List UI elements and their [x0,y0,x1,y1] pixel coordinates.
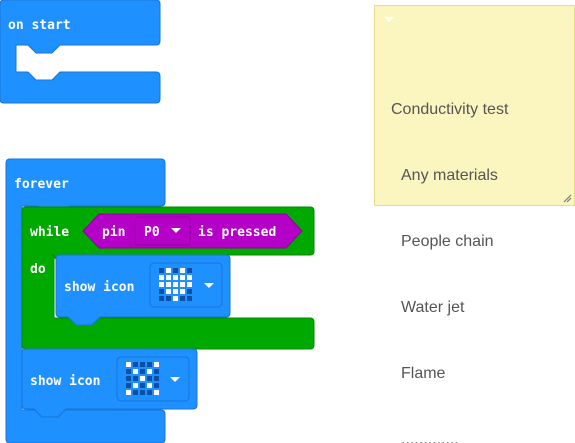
led-pixel [166,289,171,294]
pin-label: pin [102,225,125,240]
led-pixel [154,383,159,388]
led-pixel [133,376,138,381]
chevron-down-icon [170,377,180,382]
led-pixel [180,268,185,273]
led-pixel [166,296,171,301]
heart-icon [159,268,192,301]
led-pixel [133,390,138,395]
while-label: while [30,225,69,240]
on-start-block[interactable]: on start [0,0,161,104]
led-pixel [159,289,164,294]
led-pixel [140,369,145,374]
led-pixel [133,369,138,374]
led-pixel [147,390,152,395]
led-pixel [133,383,138,388]
led-pixel [173,275,178,280]
led-pixel [180,289,185,294]
show-icon-heart-block[interactable]: show icon [55,254,231,326]
led-pixel [187,282,192,287]
led-pixel [126,362,131,367]
led-pixel [159,296,164,301]
led-pixel [159,275,164,280]
led-pixel [126,390,131,395]
comment-line: Conductivity test [391,101,509,118]
comment-line: ............. [401,431,459,443]
led-pixel [159,268,164,273]
while-block[interactable]: while do pin P0 is pressed [21,206,315,350]
led-pixel [187,289,192,294]
led-pixel [154,369,159,374]
led-pixel [154,390,159,395]
comment-line: Flame [401,365,446,382]
led-pixel [147,362,152,367]
led-pixel [173,268,178,273]
led-pixel [154,362,159,367]
on-start-label: on start [8,18,71,33]
led-pixel [180,282,185,287]
led-pixel [126,369,131,374]
forever-block[interactable]: forever [5,158,166,443]
led-pixel [166,275,171,280]
forever-label: forever [14,177,69,192]
led-pixel [166,282,171,287]
led-pixel [140,376,145,381]
led-pixel [140,383,145,388]
led-pixel [173,296,178,301]
x-icon [126,362,159,395]
led-pixel [147,369,152,374]
comment-text[interactable]: Conductivity test Any materials People c… [391,55,564,443]
led-pixel [140,390,145,395]
led-pixel [180,275,185,280]
chevron-down-icon [171,228,181,233]
led-pixel [180,296,185,301]
comment-line: People chain [401,233,494,250]
show-icon-label: show icon [64,280,134,295]
led-pixel [126,383,131,388]
comment-line: Water jet [401,299,465,316]
led-pixel [173,289,178,294]
icon-picker-heart[interactable] [149,262,223,308]
led-pixel [187,275,192,280]
led-pixel [154,376,159,381]
led-pixel [187,296,192,301]
pin-dropdown[interactable]: P0 [134,216,191,246]
led-pixel [147,383,152,388]
led-pixel [126,376,131,381]
workspace-comment[interactable]: Conductivity test Any materials People c… [374,5,575,443]
is-pressed-label: is pressed [198,225,276,240]
chevron-down-icon [204,283,214,288]
led-pixel [140,362,145,367]
led-pixel [173,282,178,287]
collapse-triangle-icon[interactable] [383,14,395,26]
led-pixel [166,268,171,273]
show-icon-label: show icon [30,374,100,389]
pin-pressed-input[interactable]: pin P0 is pressed [82,213,303,249]
led-pixel [147,376,152,381]
comment-line: Any materials [401,167,498,184]
icon-picker-x[interactable] [116,356,190,402]
resize-handle-icon[interactable] [562,193,572,203]
pin-value: P0 [144,225,160,240]
do-label: do [30,262,46,277]
led-pixel [187,268,192,273]
show-icon-x-block[interactable]: show icon [21,348,198,418]
led-pixel [133,362,138,367]
led-pixel [159,282,164,287]
